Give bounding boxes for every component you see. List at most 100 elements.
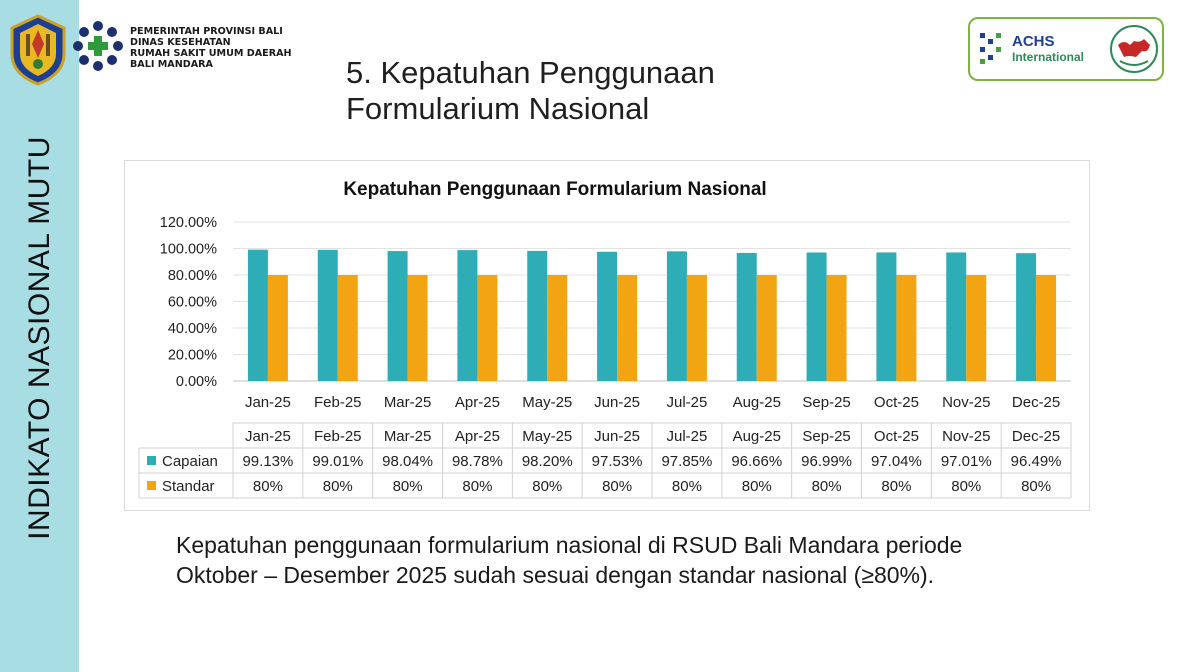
x-tick-label: May-25 — [522, 394, 572, 411]
table-value-cell: 96.66% — [731, 453, 782, 470]
table-value-cell: 80% — [532, 478, 562, 495]
y-tick-label: 60.00% — [168, 295, 217, 311]
bar-standar — [686, 275, 707, 381]
bar-capaian — [876, 252, 897, 381]
bar-standar — [756, 275, 777, 381]
chart-panel: Kepatuhan Penggunaan Formularium Nasiona… — [124, 160, 1090, 511]
bar-standar — [477, 275, 498, 381]
table-header-cell: Apr-25 — [455, 428, 500, 445]
x-tick-label: Jan-25 — [245, 394, 291, 411]
y-tick-label: 0.00% — [176, 374, 217, 390]
x-tick-label: Apr-25 — [455, 394, 500, 411]
bar-capaian — [1016, 253, 1037, 381]
table-header-cell: Aug-25 — [733, 428, 781, 445]
formularium-compliance-bar-chart: Kepatuhan Penggunaan Formularium Nasiona… — [138, 179, 1072, 499]
bar-capaian — [597, 251, 618, 381]
chart-title: Kepatuhan Penggunaan Formularium Nasiona… — [343, 179, 766, 200]
table-value-cell: 80% — [812, 478, 842, 495]
legend-swatch — [147, 456, 156, 465]
table-header-cell: Feb-25 — [314, 428, 362, 445]
table-value-cell: 80% — [253, 478, 283, 495]
table-value-cell: 80% — [602, 478, 632, 495]
table-header-cell: Jun-25 — [594, 428, 640, 445]
table-header-cell: Sep-25 — [802, 428, 850, 445]
table-value-cell: 98.78% — [452, 453, 503, 470]
y-tick-label: 120.00% — [160, 215, 217, 231]
slide-title-line: Formularium Nasional — [346, 91, 650, 126]
y-tick-label: 100.00% — [160, 242, 217, 258]
bar-standar — [337, 275, 358, 381]
table-header-cell: Oct-25 — [874, 428, 919, 445]
slide-title-line: 5. Kepatuhan Penggunaan — [346, 55, 715, 90]
org-line: BALI MANDARA — [130, 59, 213, 70]
bar-standar — [826, 275, 847, 381]
table-value-cell: 96.49% — [1011, 453, 1062, 470]
bar-capaian — [946, 252, 967, 381]
achs-accreditation-badge: ACHS International — [968, 17, 1164, 81]
bar-standar — [407, 275, 428, 381]
legend-label: Capaian — [162, 453, 218, 470]
y-tick-label: 80.00% — [168, 268, 217, 284]
table-value-cell: 98.20% — [522, 453, 573, 470]
table-value-cell: 96.99% — [801, 453, 852, 470]
table-value-cell: 99.13% — [242, 453, 293, 470]
achs-name: ACHS — [1012, 33, 1055, 50]
y-tick-label: 20.00% — [168, 348, 217, 364]
table-value-cell: 98.04% — [382, 453, 433, 470]
achs-mark-icon — [980, 33, 1001, 64]
x-tick-label: Dec-25 — [1012, 394, 1060, 411]
table-value-cell: 97.85% — [661, 453, 712, 470]
table-header-cell: Mar-25 — [384, 428, 432, 445]
sidebar: INDIKATO NASIONAL MUTU — [0, 0, 79, 672]
table-value-cell: 97.04% — [871, 453, 922, 470]
bar-capaian — [527, 250, 548, 381]
table-value-cell: 80% — [1021, 478, 1051, 495]
bar-capaian — [806, 252, 827, 381]
bar-capaian — [666, 251, 687, 381]
bar-capaian — [247, 249, 268, 381]
table-header-cell: Nov-25 — [942, 428, 990, 445]
bar-capaian — [457, 250, 478, 381]
bar-standar — [267, 275, 288, 381]
legend-label: Standar — [162, 478, 215, 495]
table-header-cell: Dec-25 — [1012, 428, 1060, 445]
table-header-cell: Jul-25 — [666, 428, 707, 445]
health-office-emblem-logo — [73, 21, 123, 71]
achs-subtitle: International — [1012, 50, 1085, 64]
table-value-cell: 80% — [881, 478, 911, 495]
table-value-cell: 97.01% — [941, 453, 992, 470]
slide-title: 5. Kepatuhan Penggunaan Formularium Nasi… — [346, 55, 715, 127]
bar-capaian — [317, 249, 338, 381]
organization-name: PEMERINTAH PROVINSI BALI DINAS KESEHATAN… — [130, 26, 292, 70]
org-line: RUMAH SAKIT UMUM DAERAH — [130, 48, 292, 59]
indonesia-map-seal-logo — [1110, 25, 1158, 73]
x-tick-label: Jun-25 — [594, 394, 640, 411]
x-tick-label: Sep-25 — [802, 394, 850, 411]
x-tick-label: Oct-25 — [874, 394, 919, 411]
table-value-cell: 97.53% — [592, 453, 643, 470]
table-header-cell: Jan-25 — [245, 428, 291, 445]
table-value-cell: 80% — [462, 478, 492, 495]
bar-standar — [617, 275, 638, 381]
org-line: PEMERINTAH PROVINSI BALI — [130, 26, 283, 37]
bali-province-crest-logo — [10, 14, 66, 86]
summary-text: Kepatuhan penggunaan formularium nasiona… — [176, 532, 963, 588]
sidebar-label: INDIKATO NASIONAL MUTU — [23, 136, 56, 540]
x-tick-label: Nov-25 — [942, 394, 990, 411]
y-tick-label: 40.00% — [168, 321, 217, 337]
table-value-cell: 80% — [951, 478, 981, 495]
table-value-cell: 80% — [393, 478, 423, 495]
bar-standar — [1036, 275, 1057, 381]
table-header-cell: May-25 — [522, 428, 572, 445]
legend-swatch — [147, 481, 156, 490]
bar-capaian — [387, 251, 408, 381]
org-line: DINAS KESEHATAN — [130, 37, 231, 48]
x-tick-label: Feb-25 — [314, 394, 362, 411]
table-value-cell: 80% — [672, 478, 702, 495]
table-value-cell: 99.01% — [312, 453, 363, 470]
table-value-cell: 80% — [742, 478, 772, 495]
x-tick-label: Jul-25 — [666, 394, 707, 411]
bar-standar — [547, 275, 568, 381]
table-value-cell: 80% — [323, 478, 353, 495]
bar-standar — [966, 275, 987, 381]
